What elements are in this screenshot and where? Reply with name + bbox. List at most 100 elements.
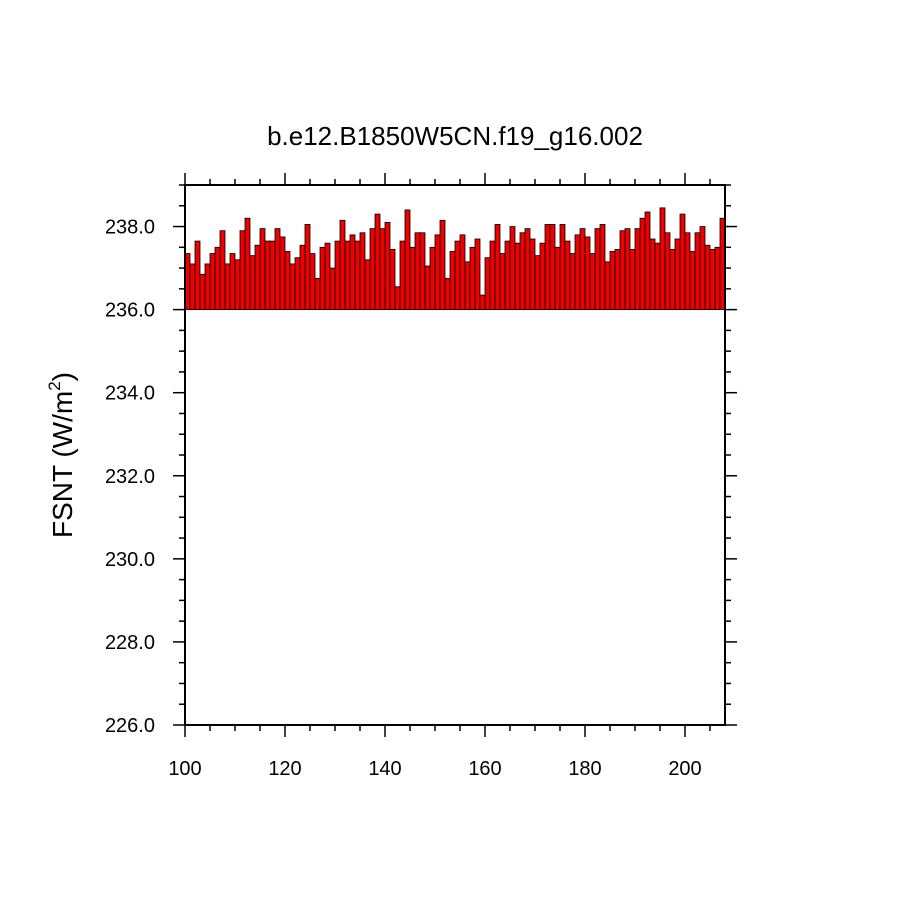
- bar: [704, 244, 711, 311]
- bar: [194, 240, 201, 311]
- bar: [359, 232, 366, 311]
- bar: [439, 219, 446, 311]
- bar: [689, 251, 696, 311]
- bar: [459, 234, 466, 311]
- bar: [469, 246, 476, 311]
- bar: [279, 236, 286, 311]
- x-tick-label: 160: [468, 758, 501, 780]
- y-axis-label-superscript: 2: [45, 381, 64, 390]
- plot-frame: [184, 184, 726, 726]
- bar: [214, 246, 221, 311]
- bar: [394, 286, 401, 311]
- bar: [694, 232, 701, 311]
- bar: [519, 232, 526, 311]
- bar: [319, 246, 326, 311]
- bar: [524, 228, 531, 311]
- bar: [329, 267, 336, 311]
- y-axis-label-main: FSNT (W/m: [47, 391, 78, 538]
- bar: [199, 273, 206, 311]
- bar: [564, 240, 571, 311]
- bar: [594, 228, 601, 311]
- bar: [354, 240, 361, 311]
- bar: [429, 246, 436, 311]
- bar: [534, 255, 541, 311]
- x-tick-label: 180: [568, 758, 601, 780]
- bar: [629, 248, 636, 311]
- y-tick-label: 234.0: [105, 383, 155, 405]
- bar: [499, 253, 506, 311]
- x-tick-label: 140: [368, 758, 401, 780]
- x-tick-label: 200: [668, 758, 701, 780]
- bar: [229, 253, 236, 311]
- bar: [559, 224, 566, 311]
- bar: [544, 224, 551, 311]
- bar: [264, 240, 271, 311]
- bar: [304, 224, 311, 311]
- bar: [604, 261, 611, 311]
- bar: [579, 228, 586, 311]
- bar: [514, 242, 521, 311]
- bar: [334, 240, 341, 311]
- bar: [669, 248, 676, 311]
- bar: [324, 242, 331, 311]
- bar: [289, 263, 296, 311]
- bar: [479, 294, 486, 311]
- bar: [624, 228, 631, 311]
- bars-group: [184, 207, 726, 311]
- bar: [204, 263, 211, 311]
- bar: [714, 246, 721, 311]
- bar: [374, 213, 381, 311]
- bar: [269, 240, 276, 311]
- bar: [434, 234, 441, 311]
- bar: [369, 228, 376, 311]
- bar: [404, 209, 411, 311]
- bar: [639, 217, 646, 311]
- bar: [489, 240, 496, 311]
- bar: [449, 251, 456, 311]
- y-axis-label-suffix: ): [47, 372, 78, 381]
- bar: [389, 248, 396, 311]
- bar: [574, 234, 581, 311]
- bar: [249, 255, 256, 311]
- bar: [274, 228, 281, 311]
- bar: [259, 228, 266, 311]
- bar: [424, 265, 431, 311]
- y-tick-label: 230.0: [105, 549, 155, 571]
- bar: [384, 221, 391, 311]
- bar: [284, 251, 291, 311]
- chart-title: b.e12.B1850W5CN.f19_g16.002: [267, 121, 643, 151]
- y-tick-labels: 226.0 228.0 230.0 232.0 234.0 236.0 238.0: [105, 217, 155, 737]
- y-axis-label: FSNT (W/m2): [45, 372, 78, 538]
- bar: [454, 240, 461, 311]
- bar: [399, 240, 406, 311]
- bar: [599, 224, 606, 311]
- bar: [659, 207, 666, 311]
- bar: [654, 242, 661, 311]
- x-tick-label: 100: [168, 758, 201, 780]
- bar: [589, 253, 596, 311]
- bar: [569, 253, 576, 311]
- bar: [509, 226, 516, 311]
- bar: [484, 257, 491, 311]
- bar: [609, 251, 616, 311]
- bar: [649, 238, 656, 311]
- x-tick-label: 120: [268, 758, 301, 780]
- y-tick-label: 238.0: [105, 217, 155, 239]
- bar: [684, 232, 691, 311]
- bar: [234, 259, 241, 311]
- bar: [189, 263, 196, 311]
- bar: [409, 246, 416, 311]
- bar: [244, 217, 251, 311]
- bar: [224, 263, 231, 311]
- bar: [364, 259, 371, 311]
- bar: [314, 278, 321, 311]
- x-tick-labels: 100 120 140 160 180 200: [168, 758, 701, 780]
- bar: [709, 248, 716, 311]
- bar: [344, 240, 351, 311]
- bar: [209, 253, 216, 311]
- bar: [254, 244, 261, 311]
- bar: [419, 232, 426, 311]
- bar: [664, 232, 671, 311]
